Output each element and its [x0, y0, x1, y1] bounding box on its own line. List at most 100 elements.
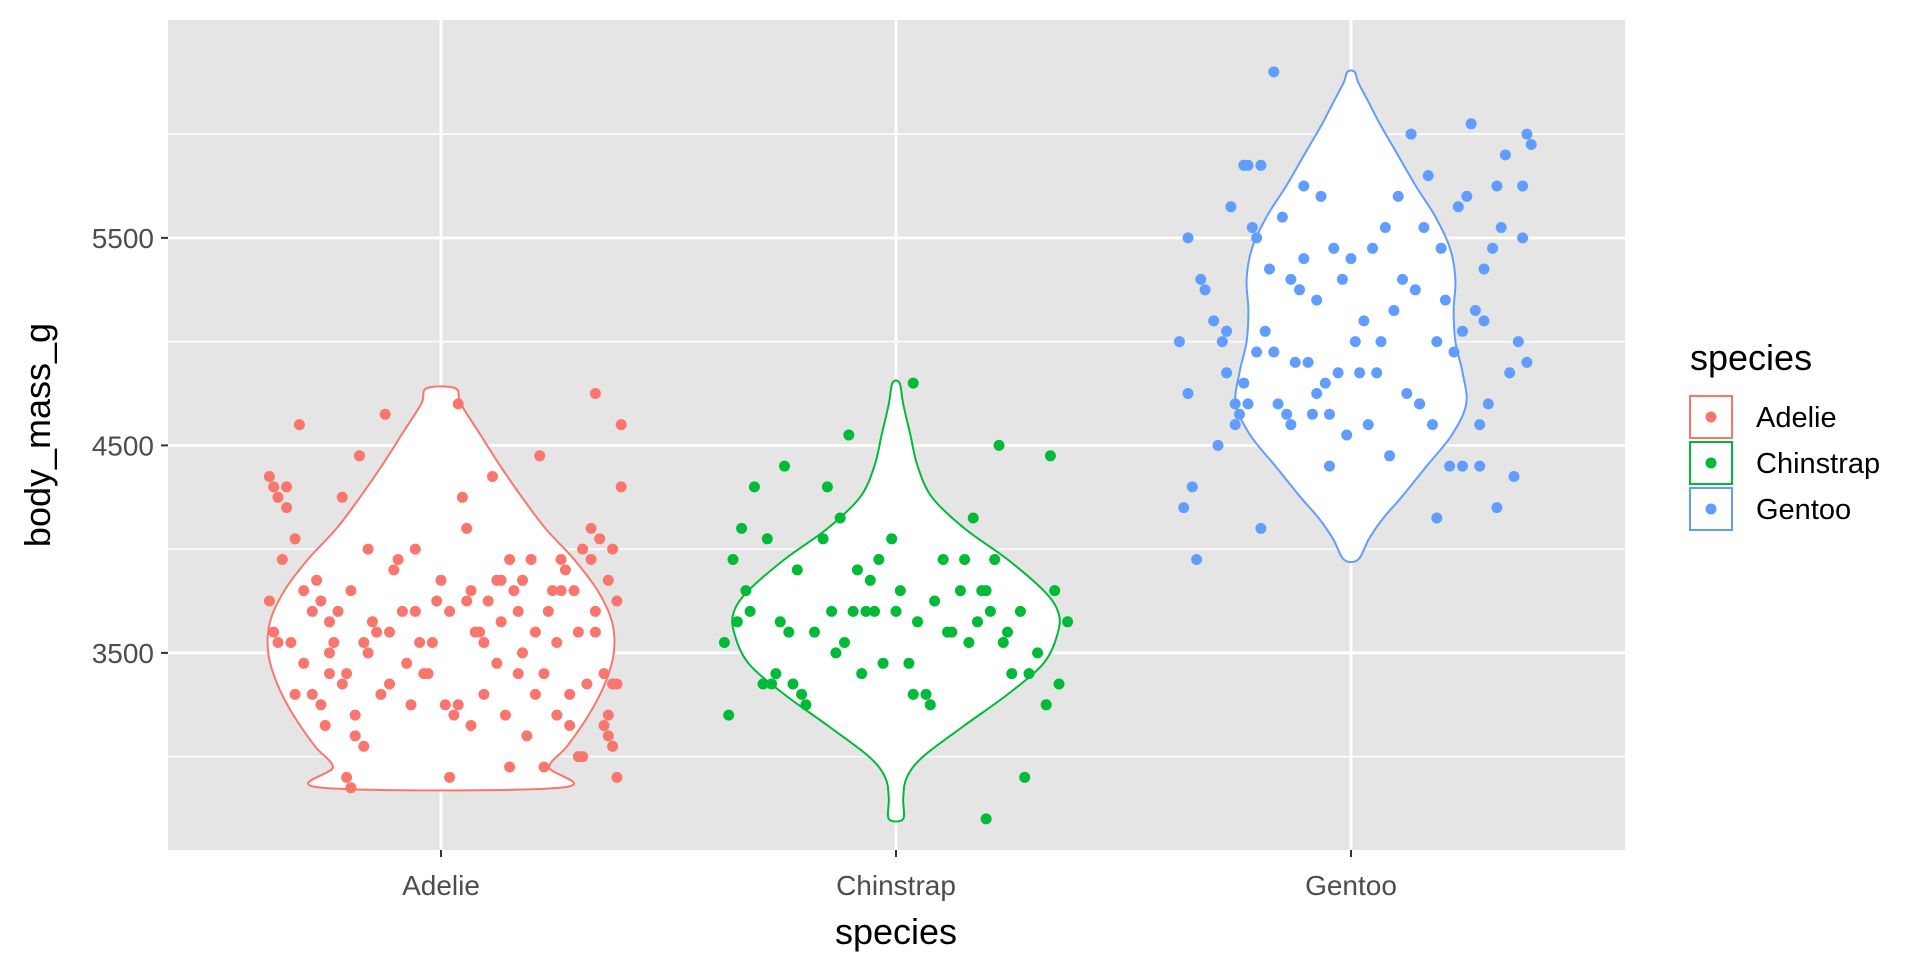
data-point-chinstrap	[796, 688, 808, 700]
data-point-adelie	[414, 637, 426, 648]
y-tick-label: 5500	[92, 223, 154, 254]
data-point-chinstrap	[903, 657, 915, 669]
violins	[266, 69, 1468, 823]
data-point-chinstrap	[718, 637, 730, 648]
data-point-gentoo	[1388, 305, 1400, 316]
data-point-adelie	[388, 564, 400, 576]
data-point-adelie	[611, 595, 623, 607]
data-point-adelie	[392, 554, 404, 565]
data-point-adelie	[577, 751, 589, 763]
data-point-chinstrap	[929, 595, 941, 607]
data-point-adelie	[349, 709, 361, 721]
data-point-adelie	[324, 616, 335, 628]
data-point-adelie	[581, 678, 593, 690]
data-point-chinstrap	[920, 688, 932, 700]
data-point-gentoo	[1491, 502, 1503, 514]
data-point-adelie	[362, 543, 374, 555]
data-point-adelie	[602, 574, 614, 586]
data-point-gentoo	[1324, 460, 1335, 472]
data-point-adelie	[439, 699, 451, 711]
data-point-gentoo	[1246, 222, 1258, 233]
data-point-chinstrap	[873, 554, 885, 565]
data-point-chinstrap	[963, 637, 975, 648]
data-point-gentoo	[1259, 325, 1271, 337]
data-point-chinstrap	[774, 616, 786, 628]
data-point-adelie	[319, 720, 331, 731]
data-point-adelie	[285, 637, 297, 648]
data-point-gentoo	[1508, 471, 1520, 482]
data-point-adelie	[465, 585, 477, 597]
data-point-adelie	[289, 688, 301, 700]
data-point-gentoo	[1422, 170, 1434, 182]
data-point-adelie	[551, 709, 563, 721]
data-point-adelie	[341, 668, 353, 680]
data-point-gentoo	[1499, 149, 1511, 161]
violin-chinstrap	[731, 379, 1061, 823]
data-point-adelie	[559, 564, 571, 576]
data-point-adelie	[345, 585, 357, 597]
data-point-gentoo	[1302, 356, 1314, 368]
data-point-adelie	[517, 647, 528, 659]
data-point-gentoo	[1311, 294, 1323, 306]
data-point-chinstrap	[1014, 605, 1026, 617]
data-point-chinstrap	[877, 657, 889, 669]
data-point-gentoo	[1285, 419, 1297, 431]
data-point-gentoo	[1268, 66, 1280, 78]
data-point-chinstrap	[770, 668, 782, 680]
data-point-adelie	[594, 533, 606, 545]
data-point-adelie	[375, 688, 387, 700]
data-point-gentoo	[1186, 481, 1198, 493]
data-point-chinstrap	[791, 564, 803, 576]
data-point-gentoo	[1255, 159, 1267, 171]
data-point-adelie	[426, 637, 438, 648]
data-point-gentoo	[1478, 263, 1490, 275]
data-point-chinstrap	[727, 554, 739, 565]
data-point-adelie	[311, 574, 323, 586]
data-point-gentoo	[1272, 398, 1284, 410]
data-point-adelie	[324, 668, 335, 680]
data-point-adelie	[315, 595, 327, 607]
data-point-gentoo	[1221, 367, 1233, 379]
data-point-gentoo	[1345, 253, 1357, 265]
data-point-gentoo	[1444, 460, 1456, 472]
data-point-adelie	[452, 398, 464, 410]
data-point-gentoo	[1397, 273, 1408, 285]
data-point-gentoo	[1294, 284, 1305, 296]
data-point-chinstrap	[980, 813, 992, 825]
data-point-adelie	[281, 502, 293, 514]
data-point-chinstrap	[826, 605, 838, 617]
data-point-chinstrap	[924, 699, 936, 711]
data-point-adelie	[474, 626, 486, 638]
legend-label-gentoo: Gentoo	[1756, 494, 1851, 526]
data-point-gentoo	[1439, 294, 1451, 306]
data-point-gentoo	[1191, 554, 1203, 565]
data-point-gentoo	[1482, 398, 1494, 410]
data-point-gentoo	[1379, 222, 1391, 233]
data-point-adelie	[508, 585, 520, 597]
data-point-adelie	[478, 688, 490, 700]
data-point-adelie	[384, 626, 395, 638]
data-point-adelie	[555, 585, 567, 597]
data-point-gentoo	[1298, 253, 1310, 265]
data-point-gentoo	[1173, 336, 1185, 348]
data-point-chinstrap	[847, 605, 859, 617]
data-point-chinstrap	[787, 678, 799, 690]
data-point-adelie	[521, 730, 533, 742]
y-axis: 3500 4500 5500	[92, 223, 168, 669]
data-point-gentoo	[1367, 242, 1378, 254]
legend-title: species	[1690, 337, 1812, 378]
data-point-chinstrap	[890, 605, 902, 617]
data-point-chinstrap	[997, 637, 1009, 648]
data-point-chinstrap	[809, 626, 820, 638]
data-point-adelie	[547, 585, 558, 597]
data-point-gentoo	[1457, 460, 1468, 472]
data-point-gentoo	[1521, 356, 1533, 368]
data-point-gentoo	[1362, 419, 1374, 431]
data-point-chinstrap	[886, 533, 898, 545]
data-point-gentoo	[1212, 439, 1224, 451]
data-point-gentoo	[1525, 139, 1537, 150]
data-point-adelie	[589, 626, 601, 638]
data-point-adelie	[263, 595, 275, 607]
data-point-adelie	[306, 688, 318, 700]
